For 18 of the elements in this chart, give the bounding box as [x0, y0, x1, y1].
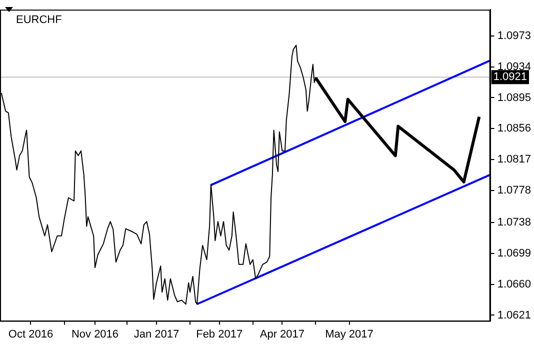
y-tick-label: 1.0934 — [497, 60, 532, 73]
x-tick-label: Feb 2017 — [196, 328, 243, 340]
y-tick-label: 1.0621 — [497, 309, 532, 322]
y-tick-label: 1.0738 — [497, 216, 532, 228]
y-tick-label: 1.0973 — [497, 30, 532, 42]
x-tick-label: Oct 2016 — [8, 328, 54, 340]
y-tick-label: 1.0895 — [497, 92, 532, 104]
y-tick-label: 1.0660 — [497, 278, 532, 290]
y-tick-label: 1.0856 — [497, 122, 532, 135]
ref-line-label: 1.0921 — [493, 71, 528, 84]
y-tick-label: 1.0699 — [497, 247, 532, 260]
y-tick-label: 1.0817 — [497, 154, 532, 166]
x-tick-label: Nov 2016 — [71, 328, 119, 340]
x-tick-label: May 2017 — [325, 328, 374, 340]
chart-title: EURCHF — [16, 14, 62, 26]
x-tick-label: Jan 2017 — [134, 328, 180, 340]
x-tick-label: Apr 2017 — [260, 328, 305, 340]
y-tick-label: 1.0778 — [497, 184, 532, 197]
